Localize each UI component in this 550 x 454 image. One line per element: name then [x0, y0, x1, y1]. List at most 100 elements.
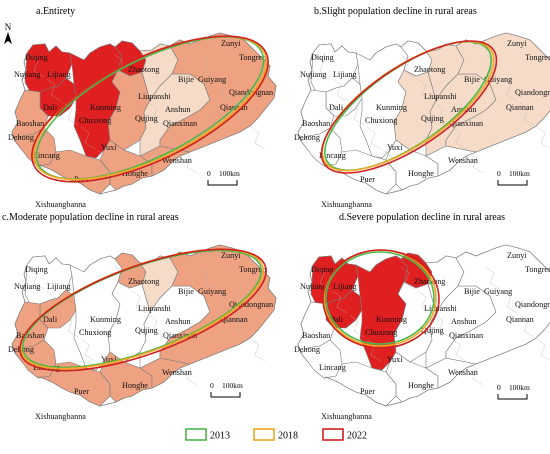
scale-distance: 100km — [222, 381, 243, 390]
place-label-lincang: Lincang — [33, 151, 60, 160]
place-label-qiandongnan: Qiandongnan — [515, 300, 550, 309]
place-label-qujing: Qujing — [135, 326, 158, 335]
scale-zero: 0 — [210, 381, 214, 390]
place-label-qujing: Qujing — [135, 114, 158, 123]
place-label-nujiang: Nujiang — [300, 282, 326, 291]
legend-swatch — [322, 428, 344, 441]
place-label-tongren: Tongren — [239, 53, 266, 62]
map-panel-a: Diqing Nujiang Lijiang Dali Baoshan Dehong Lin… — [8, 32, 277, 209]
place-label-dali: Dali — [43, 315, 58, 324]
place-label-chuxiong: Chuxiong — [365, 116, 397, 125]
place-label-liupanshi: Liupanshi — [424, 304, 457, 313]
place-label-nujiang: Nujiang — [14, 70, 40, 79]
region-north_w — [310, 43, 359, 93]
place-label-anshun: Anshun — [451, 317, 476, 326]
place-label-qujing: Qujing — [421, 114, 444, 123]
standard-deviation-ellipses-c — [19, 248, 267, 372]
place-label-wenshan: Wenshan — [162, 156, 192, 165]
map-panel-b: Diqing Nujiang Lijiang Dali Baoshan Dehong Lin… — [294, 32, 550, 209]
panel-title-c: c.Moderate population decline in rural a… — [2, 212, 179, 223]
place-label-wenshan: Wenshan — [162, 368, 192, 377]
scale-bar: 0 100km — [207, 169, 240, 186]
place-label-qianxinan: Qianxinan — [163, 331, 197, 340]
place-label-guiyang: Guiyang — [198, 287, 226, 296]
place-label-qujing: Qujing — [421, 326, 444, 335]
place-label-qiandongnan: Qiandongnan — [515, 88, 550, 97]
place-label-chuxiong: Chuxiong — [79, 328, 111, 337]
scale-distance: 100km — [509, 383, 530, 392]
legend-item-2022: 2022 — [322, 428, 367, 442]
region-gz_east — [445, 32, 550, 153]
ellipse-2022 — [320, 40, 498, 174]
ellipse-2013 — [35, 36, 265, 180]
place-label-nujiang: Nujiang — [14, 282, 40, 291]
standard-deviation-ellipses-a — [31, 35, 269, 183]
place-label-lincang: Lincang — [319, 363, 346, 372]
place-label-baoshan: Baoshan — [16, 331, 44, 340]
region-gz_east — [445, 244, 550, 365]
place-label-zhaotong: Zhaotong — [414, 65, 445, 74]
north-arrow-icon: N — [4, 22, 12, 44]
scale-zero: 0 — [497, 169, 501, 178]
place-label-lincang: Lincang — [319, 151, 346, 160]
place-label-tongren: Tongren — [525, 53, 550, 62]
place-label-zhaotong: Zhaotong — [128, 277, 159, 286]
place-label-puer: Puer — [74, 387, 89, 396]
place-label-puer: Puer — [360, 175, 375, 184]
place-label-yuxi: Yuxi — [101, 143, 117, 152]
county-boundaries — [29, 266, 266, 386]
scale-bar: 0 100km — [497, 383, 530, 400]
standard-deviation-ellipses-d — [322, 249, 440, 349]
scale-distance: 100km — [219, 169, 240, 178]
place-label-lijiang: Lijiang — [333, 70, 357, 79]
place-label-baoshan: Baoshan — [302, 331, 330, 340]
county-boundaries — [315, 54, 550, 174]
place-label-baoshan: Baoshan — [16, 119, 44, 128]
scale-zero: 0 — [497, 383, 501, 392]
place-label-liupanshi: Liupanshi — [138, 92, 171, 101]
place-label-wenshan: Wenshan — [448, 368, 478, 377]
place-label-honghe: Honghe — [408, 381, 434, 390]
place-label-diqing: Diqing — [311, 53, 334, 62]
panel-title-b: b.Slight population decline in rural are… — [314, 6, 477, 17]
scale-distance: 100km — [509, 169, 530, 178]
place-label-bijie: Bijie — [178, 287, 194, 296]
place-label-chuxiong: Chuxiong — [365, 328, 397, 337]
legend-label: 2018 — [278, 431, 298, 442]
place-label-qiandongnan: Qiandongnan — [229, 88, 273, 97]
legend: 2013 2018 2022 — [185, 428, 367, 442]
legend-label: 2022 — [347, 431, 367, 442]
place-label-qianxinan: Qianxinan — [449, 331, 483, 340]
place-label-anshun: Anshun — [165, 317, 190, 326]
place-label-yuxi: Yuxi — [101, 355, 117, 364]
place-label-qianxinan: Qianxinan — [163, 119, 197, 128]
place-label-dehong: Dehong — [8, 133, 34, 142]
place-label-dehong: Dehong — [294, 133, 320, 142]
place-label-zunyi: Zunyi — [221, 251, 241, 260]
place-label-honghe: Honghe — [122, 169, 148, 178]
place-label-baoshan: Baoshan — [302, 119, 330, 128]
place-label-lijiang: Lijiang — [333, 282, 357, 291]
panel-title-d: d.Severe population decline in rural are… — [339, 212, 505, 223]
scale-bar: 0 100km — [497, 169, 530, 186]
place-label-zhaotong: Zhaotong — [128, 65, 159, 74]
place-label-tongren: Tongren — [525, 265, 550, 274]
place-label-liupanshi: Liupanshi — [138, 304, 171, 313]
legend-item-2018: 2018 — [253, 428, 298, 442]
place-label-qianxinan: Qianxinan — [449, 119, 483, 128]
scale-zero: 0 — [207, 169, 211, 178]
place-label-bijie: Bijie — [464, 75, 480, 84]
place-label-qiannan: Qiannan — [506, 103, 534, 112]
ellipse-2022 — [322, 249, 440, 349]
place-label-yuxi: Yuxi — [387, 143, 403, 152]
place-label-lijiang: Lijiang — [47, 282, 71, 291]
ellipse-2022 — [19, 248, 267, 372]
legend-item-2013: 2013 — [185, 428, 230, 442]
place-label-guiyang: Guiyang — [198, 75, 226, 84]
place-label-dali: Dali — [329, 315, 344, 324]
place-label-qiandongnan: Qiandongnan — [229, 300, 273, 309]
place-label-xishuangbanna: Xishuangbanna — [35, 412, 86, 421]
place-label-xishuangbanna: Xishuangbanna — [321, 412, 372, 421]
